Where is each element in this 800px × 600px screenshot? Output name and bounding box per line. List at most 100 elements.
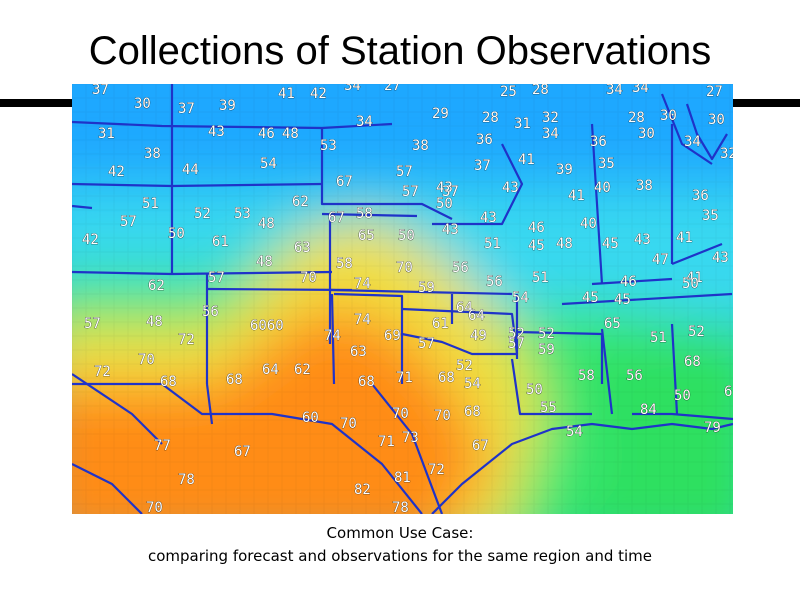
- obs-label: 37: [474, 158, 491, 174]
- obs-label: 36: [590, 134, 607, 150]
- obs-label: 39: [556, 162, 573, 178]
- obs-label: 62: [294, 362, 311, 378]
- obs-label: 78: [392, 500, 409, 514]
- obs-label: 37: [442, 184, 459, 200]
- obs-label: 74: [354, 312, 371, 328]
- obs-label: 62: [148, 278, 165, 294]
- obs-label: 46: [258, 126, 275, 142]
- boundary-ne-ks: [321, 212, 418, 218]
- obs-label: 35: [702, 208, 719, 224]
- obs-label: 67: [234, 444, 251, 460]
- obs-label: 30: [660, 108, 677, 124]
- boundary-tx-north: [401, 307, 519, 355]
- obs-label: 43: [480, 210, 497, 226]
- obs-label: 43: [712, 250, 729, 266]
- obs-label: 53: [320, 138, 337, 154]
- obs-label: 43: [634, 232, 651, 248]
- obs-label: 47: [652, 252, 669, 268]
- obs-label: 53: [234, 206, 251, 222]
- obs-label: 67: [336, 174, 353, 190]
- obs-label: 71: [396, 370, 413, 386]
- obs-label: 50: [674, 388, 691, 404]
- obs-label: 31: [514, 116, 531, 132]
- obs-label: 30: [638, 126, 655, 142]
- caption-line-1: Common Use Case:: [326, 524, 474, 542]
- obs-label: 70: [392, 406, 409, 422]
- map-canvas: 37 30 37 39 41 42 34 27 25 28 34 34 27 3…: [72, 84, 733, 514]
- obs-label: 72: [428, 462, 445, 478]
- obs-label: 67: [328, 210, 345, 226]
- obs-label: 44: [182, 162, 199, 178]
- obs-label: 73: [402, 430, 419, 446]
- obs-label: 40: [594, 180, 611, 196]
- obs-label: 6060: [250, 318, 284, 334]
- obs-label: 45: [614, 292, 631, 308]
- obs-label: 65: [604, 316, 621, 332]
- obs-label: 51: [650, 330, 667, 346]
- boundary-ms-al: [600, 328, 614, 415]
- obs-label: 32: [542, 110, 559, 126]
- obs-label: 46: [620, 274, 637, 290]
- obs-label: 58: [356, 206, 373, 222]
- obs-label: 43: [442, 222, 459, 238]
- obs-label: 52: [456, 358, 473, 374]
- obs-label: 70: [396, 260, 413, 276]
- obs-label: 52: [194, 206, 211, 222]
- boundary-fl-panhandle: [632, 412, 733, 421]
- obs-label: 70: [434, 408, 451, 424]
- obs-label: 57: [208, 270, 225, 286]
- obs-label: 39: [219, 98, 236, 114]
- obs-label: 48: [556, 236, 573, 252]
- boundary-row3: [72, 204, 93, 210]
- obs-label: 50: [436, 196, 453, 212]
- obs-label: 57: [396, 164, 413, 180]
- boundary-oh-wv: [671, 242, 723, 266]
- obs-label: 68: [438, 370, 455, 386]
- obs-label: 40: [580, 216, 597, 232]
- obs-label: 46: [528, 220, 545, 236]
- boundary-nm-co: [206, 287, 353, 292]
- obs-label: 56: [626, 368, 643, 384]
- obs-label: 41: [518, 152, 535, 168]
- obs-label: 59: [418, 280, 435, 296]
- caption-line-2: comparing forecast and observations for …: [147, 547, 653, 565]
- obs-label: 42: [310, 86, 327, 102]
- obs-label: 41: [568, 188, 585, 204]
- obs-label: 42: [82, 232, 99, 248]
- boundary-al-ga: [670, 323, 679, 415]
- obs-label: 34: [606, 84, 623, 98]
- obs-label: 49: [470, 328, 487, 344]
- boundary-mx-border: [72, 382, 423, 514]
- obs-label: 34: [632, 84, 649, 96]
- obs-label: 54: [566, 424, 583, 440]
- obs-label: 68: [226, 372, 243, 388]
- obs-label: 43: [436, 180, 453, 196]
- obs-label: 64: [262, 362, 279, 378]
- obs-label: 38: [412, 138, 429, 154]
- obs-label: 72: [178, 332, 195, 348]
- obs-label: 74: [354, 276, 371, 292]
- obs-label: 67: [472, 438, 489, 454]
- obs-label: 58: [578, 368, 595, 384]
- boundary-tn-ky: [561, 292, 733, 306]
- obs-label: 45: [582, 290, 599, 306]
- boundary-mo-ia: [432, 143, 524, 226]
- obs-label: 25: [500, 84, 517, 100]
- obs-label: 50: [398, 228, 415, 244]
- obs-label: 34: [684, 134, 701, 150]
- obs-label: 34: [344, 84, 361, 94]
- obs-label: 65: [358, 228, 375, 244]
- obs-label: 56: [452, 260, 469, 276]
- boundary-ky: [591, 277, 673, 286]
- boundary-ks-ne: [320, 128, 453, 220]
- obs-label: 28: [482, 110, 499, 126]
- obs-label: 42: [108, 164, 125, 180]
- obs-label: 41: [278, 86, 295, 102]
- obs-label: 31: [98, 126, 115, 142]
- obs-label: 57: [402, 184, 419, 200]
- obs-label: 30: [134, 96, 151, 112]
- obs-label: 68: [160, 374, 177, 390]
- obs-label: 52: [688, 324, 705, 340]
- obs-label: 30: [708, 112, 725, 128]
- obs-label: 54: [512, 290, 529, 306]
